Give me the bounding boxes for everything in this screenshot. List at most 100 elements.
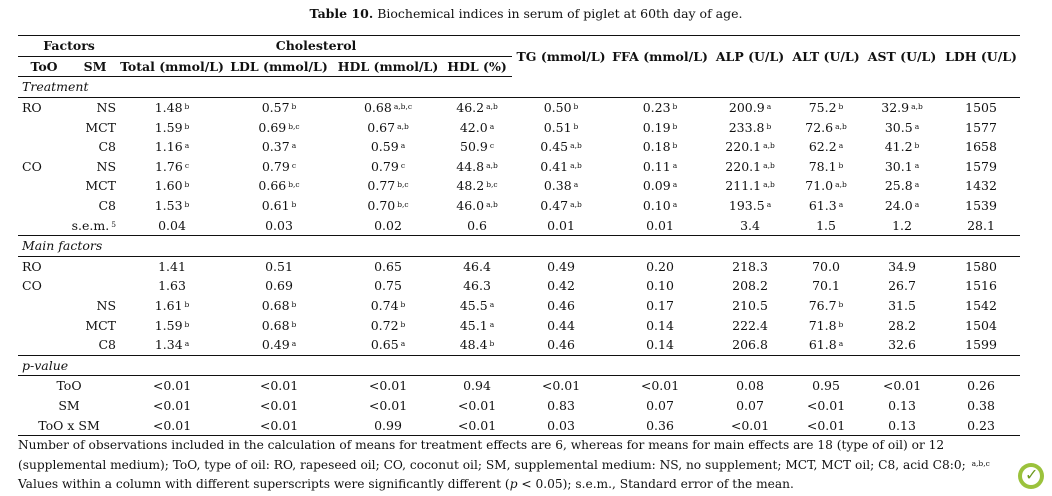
- pvalue-value: 0.07: [646, 397, 674, 413]
- cell-superscript: b: [489, 339, 495, 349]
- section-main-factors-label: Main factors: [18, 235, 1021, 257]
- cell-superscript: a: [184, 141, 190, 151]
- sm-cell: MCT: [85, 119, 117, 135]
- value-cell: 0.47 a,b: [512, 196, 610, 216]
- value-cell: 0.57 b: [224, 97, 334, 117]
- cell-value: 1658: [965, 139, 997, 155]
- value-cell: 0.44: [512, 315, 610, 335]
- cell-value: 1580: [965, 258, 997, 274]
- cell-superscript: b: [184, 121, 190, 131]
- value-cell: 0.18 b: [610, 137, 710, 157]
- cell-value: 48.2: [456, 178, 485, 194]
- value-cell: 0.19 b: [610, 117, 710, 137]
- cell-superscript: a: [838, 200, 844, 210]
- value-cell: 32.9 a,b: [862, 97, 942, 117]
- pvalue-value: 0.13: [862, 415, 943, 436]
- cell-superscript: a: [838, 141, 844, 151]
- sm-cell: [70, 276, 120, 296]
- section-treatment: Treatment: [18, 76, 1021, 98]
- value-cell: 46.2 a,b: [442, 97, 512, 117]
- cell-value: 0.49: [261, 337, 290, 353]
- cell-value: 50.9: [460, 139, 488, 155]
- cell-value: 233.8: [728, 119, 765, 135]
- cell-value: 0.69: [265, 278, 293, 294]
- value-cell: 0.45 a,b: [512, 137, 610, 157]
- cell-superscript: a,b,c: [393, 102, 413, 112]
- cell-value: 32.9: [881, 100, 910, 116]
- cell-superscript: b: [184, 319, 190, 329]
- value-cell: 206.8: [710, 334, 791, 356]
- sm-cell: C8: [70, 334, 121, 356]
- pvalue-value: 0.36: [610, 415, 711, 436]
- value-cell: 1.34 a: [120, 334, 225, 356]
- value-cell: 1.48 b: [120, 97, 224, 117]
- value-cell: 0.10: [610, 276, 710, 296]
- cell-value: 25.8: [884, 178, 913, 194]
- pvalue-value: <0.01: [541, 378, 581, 394]
- section-pvalue-label: p-value: [18, 355, 1021, 377]
- cell-value: 46.2: [456, 100, 485, 116]
- cell-value: 0.68: [363, 100, 392, 116]
- cell-superscript: c: [184, 160, 190, 170]
- cell-value: 71.8: [808, 317, 837, 333]
- cell-superscript: b: [573, 102, 579, 112]
- cell-superscript: c: [400, 160, 406, 170]
- footnote-part3: < 0.05); s.e.m., Standard error of the m…: [517, 477, 794, 491]
- value-cell: 0.59 a: [334, 137, 442, 157]
- cell-superscript: b,c: [397, 200, 409, 210]
- cell-value: 1.60: [154, 178, 183, 194]
- cell-value: 1539: [965, 198, 997, 214]
- header-row-2: ToO SM Total (mmol/L) LDL (mmol/L) HDL (…: [18, 56, 1020, 78]
- cell-superscript: b: [672, 121, 678, 131]
- value-cell: 48.2 b,c: [442, 176, 512, 196]
- cholesterol-header: Cholesterol: [120, 35, 513, 57]
- value-cell: 1539: [942, 196, 1020, 216]
- value-cell: 30.1 a: [862, 157, 942, 177]
- value-cell: 0.41 a,b: [512, 157, 610, 177]
- value-cell: 1.16 a: [120, 137, 224, 157]
- sm-header: SM: [70, 56, 121, 78]
- pvalue-value: 0.26: [967, 378, 995, 394]
- value-cell: 1.76 c: [120, 157, 224, 177]
- value-cell: 0.10 a: [610, 196, 710, 216]
- value-cell: 71.8 b: [790, 315, 862, 335]
- too-header: ToO: [18, 56, 70, 78]
- cell-superscript: b,c: [288, 180, 300, 190]
- check-badge-icon[interactable]: ✓: [1018, 463, 1044, 489]
- table-row: C8 1.34 a 0.49 a 0.65 a 48.4 b 0.46 0.14 206.8 61.8 a…: [18, 334, 1021, 356]
- cell-value: 1.16: [154, 139, 183, 155]
- value-cell: 41.2 b: [862, 137, 942, 157]
- cell-value: 0.09: [642, 178, 671, 194]
- cell-superscript: b: [184, 180, 190, 190]
- value-cell: 1.60 b: [120, 176, 224, 196]
- pvalue-value: 0.23: [942, 415, 1021, 436]
- value-cell: 0.75: [334, 276, 442, 296]
- cell-value: 0.45: [540, 139, 569, 155]
- total-header: Total (mmol/L): [120, 56, 225, 78]
- pvalue-value: <0.01: [259, 378, 299, 394]
- pvalue-row: SM <0.01 <0.01 <0.01 <0.01 0.83 0.07 0.07 <0.01 0…: [18, 396, 1020, 416]
- cell-value: 0.37: [261, 139, 290, 155]
- value-cell: 0.46: [512, 334, 611, 356]
- cell-superscript: c: [489, 141, 495, 151]
- cell-value: 220.1: [725, 158, 762, 174]
- cell-value: 206.8: [732, 337, 768, 353]
- value-cell: 222.4: [710, 315, 790, 335]
- pvalue-row: ToO x SM <0.01 <0.01 0.99 <0.01 0.03 0.36 <0.01…: [18, 415, 1021, 436]
- cell-superscript: b: [291, 319, 297, 329]
- cell-superscript: b: [672, 141, 678, 151]
- cell-value: 0.66: [258, 178, 287, 194]
- table-row: C8 1.53 b 0.61 b 0.70 b,c 46.0 a,b 0.47 a,b 0.10 a 19…: [18, 196, 1020, 216]
- ffa-header: FFA (mmol/L): [610, 34, 711, 77]
- cell-superscript: a: [489, 319, 495, 329]
- cell-superscript: a,b: [763, 160, 775, 170]
- value-cell: 1599: [942, 334, 1021, 356]
- cell-value: 24.0: [884, 198, 913, 214]
- value-cell: 0.79 c: [224, 157, 334, 177]
- value-cell: 45.1 a: [442, 315, 512, 335]
- cell-value: 42.0: [459, 119, 488, 135]
- ast-header: AST (U/L): [862, 34, 943, 77]
- cell-superscript: b: [291, 102, 297, 112]
- table-caption: Table 10. Biochemical indices in serum o…: [0, 6, 1052, 21]
- cell-value: 48.4: [459, 337, 488, 353]
